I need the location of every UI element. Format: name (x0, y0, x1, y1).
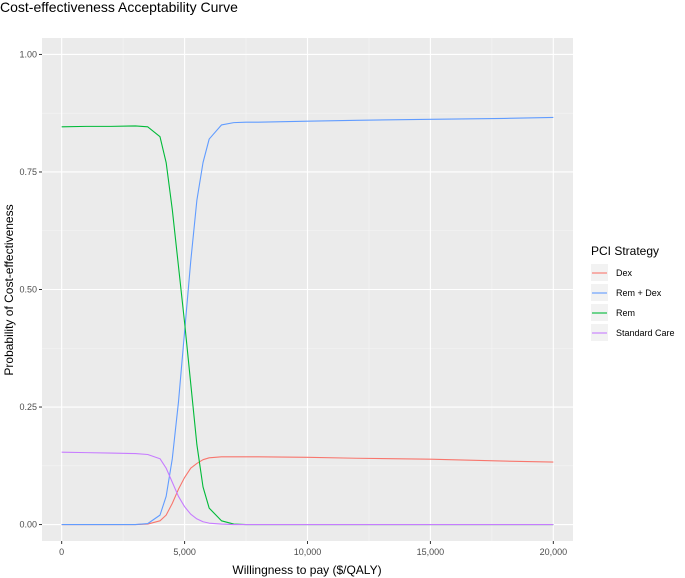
y-tick-label: 0.75 (19, 167, 37, 177)
x-axis-title: Willingness to pay ($/QALY) (232, 563, 381, 577)
legend-items: Dex Rem + Dex Rem Standard Care (591, 264, 675, 341)
x-tick-label: 10,000 (294, 547, 322, 557)
axis-ticks: 0 5,000 10,000 15,000 20,000 0.00 0.25 0.50 0.75… (19, 49, 567, 557)
legend-label: Rem + Dex (616, 288, 662, 298)
legend-label: Rem (616, 308, 635, 318)
x-tick-label: 15,000 (417, 547, 445, 557)
legend-title: PCI Strategy (591, 244, 659, 258)
x-tick-label: 0 (59, 547, 64, 557)
x-tick-label: 20,000 (540, 547, 568, 557)
series-line-3 (61, 451, 554, 526)
series-lines (61, 116, 554, 526)
grid (42, 38, 573, 541)
series-line-1 (61, 116, 554, 526)
y-tick-label: 1.00 (19, 49, 37, 59)
legend-label: Dex (616, 268, 633, 278)
y-axis-title: Probability of Cost-effectiveness (2, 204, 16, 375)
x-tick-label: 5,000 (173, 547, 196, 557)
legend: PCI Strategy Dex Rem + Dex Rem Standard Car… (586, 240, 685, 344)
y-tick-label: 0.25 (19, 402, 37, 412)
y-tick-label: 0.50 (19, 285, 37, 295)
legend-label: Standard Care (616, 328, 675, 338)
y-tick-label: 0.00 (19, 520, 37, 530)
chart-title: Cost-effectiveness Acceptability Curve (0, 0, 238, 15)
